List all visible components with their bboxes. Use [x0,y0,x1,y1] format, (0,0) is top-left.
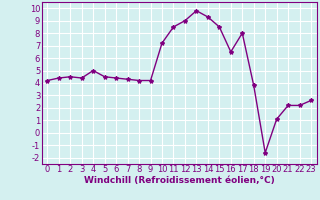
X-axis label: Windchill (Refroidissement éolien,°C): Windchill (Refroidissement éolien,°C) [84,176,275,185]
